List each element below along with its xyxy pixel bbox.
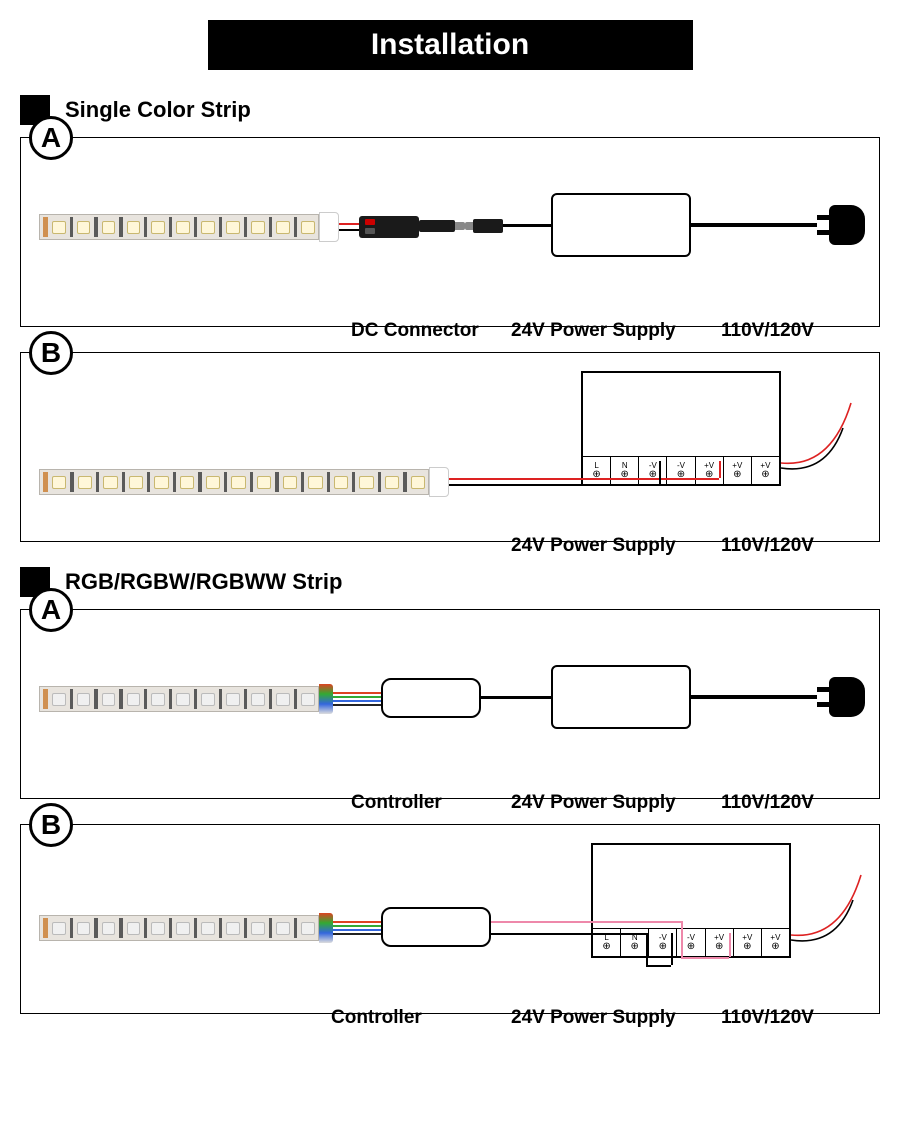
power-supply-terminal: L⊕ N⊕ -V⊕ -V⊕ +V⊕ +V⊕ +V⊕ bbox=[591, 843, 791, 958]
led-strip-rgb bbox=[39, 686, 319, 712]
strip-endcap bbox=[429, 467, 449, 497]
led-strip-rgb bbox=[39, 915, 319, 941]
dc-jack bbox=[473, 219, 503, 233]
panel-rgb-a: A Controller 24V Power Supply 110V/120V bbox=[20, 609, 880, 799]
dc-barrel bbox=[419, 220, 455, 232]
mains-wires bbox=[791, 855, 891, 965]
label-controller: Controller bbox=[351, 792, 442, 814]
label-mains: 110V/120V bbox=[721, 792, 814, 814]
mains-wires bbox=[781, 383, 881, 493]
label-controller: Controller bbox=[331, 1007, 422, 1029]
terminal-block: L⊕ N⊕ -V⊕ -V⊕ +V⊕ +V⊕ +V⊕ bbox=[583, 456, 779, 484]
panel-single-a: A DC Connector 24V Power Supply 110V/120… bbox=[20, 137, 880, 327]
power-supply-terminal: L⊕ N⊕ -V⊕ -V⊕ +V⊕ +V⊕ +V⊕ bbox=[581, 371, 781, 486]
strip-endcap-rgb bbox=[319, 913, 333, 943]
led-strip-single bbox=[39, 214, 319, 240]
label-mains: 110V/120V bbox=[721, 535, 814, 557]
label-psu: 24V Power Supply bbox=[511, 535, 676, 557]
dc-connector bbox=[359, 216, 419, 238]
label-mains: 110V/120V bbox=[721, 1007, 814, 1029]
label-psu: 24V Power Supply bbox=[511, 792, 676, 814]
section-1-title: Single Color Strip bbox=[65, 97, 251, 123]
strip-endcap bbox=[319, 212, 339, 242]
strip-endcap-rgb bbox=[319, 684, 333, 714]
power-supply-box bbox=[551, 193, 691, 257]
panel-rgb-b: B L⊕ N⊕ -V⊕ -V⊕ +V⊕ +V⊕ +V⊕ bbox=[20, 824, 880, 1014]
label-psu: 24V Power Supply bbox=[511, 1007, 676, 1029]
section-1-header: Single Color Strip bbox=[20, 95, 880, 125]
rgb-wires bbox=[333, 921, 383, 935]
rgb-wires bbox=[333, 692, 383, 706]
controller-box bbox=[381, 907, 491, 947]
power-supply-box bbox=[551, 665, 691, 729]
label-dc-connector: DC Connector bbox=[351, 320, 479, 342]
label-mains: 110V/120V bbox=[721, 320, 814, 342]
section-2-header: RGB/RGBW/RGBWW Strip bbox=[20, 567, 880, 597]
section-2-title: RGB/RGBW/RGBWW Strip bbox=[65, 569, 342, 595]
label-psu: 24V Power Supply bbox=[511, 320, 676, 342]
page-title: Installation bbox=[208, 20, 693, 70]
mains-plug-icon bbox=[829, 205, 865, 245]
panel-single-b: B L⊕ N⊕ -V⊕ -V⊕ +V⊕ +V⊕ +V⊕ bbox=[20, 352, 880, 542]
mains-plug-icon bbox=[829, 677, 865, 717]
controller-box bbox=[381, 678, 481, 718]
led-strip-single bbox=[39, 469, 429, 495]
